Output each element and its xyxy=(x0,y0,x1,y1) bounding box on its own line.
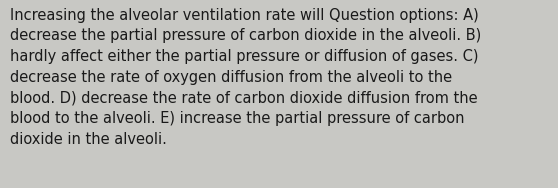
Text: Increasing the alveolar ventilation rate will Question options: A)
decrease the : Increasing the alveolar ventilation rate… xyxy=(10,8,482,147)
